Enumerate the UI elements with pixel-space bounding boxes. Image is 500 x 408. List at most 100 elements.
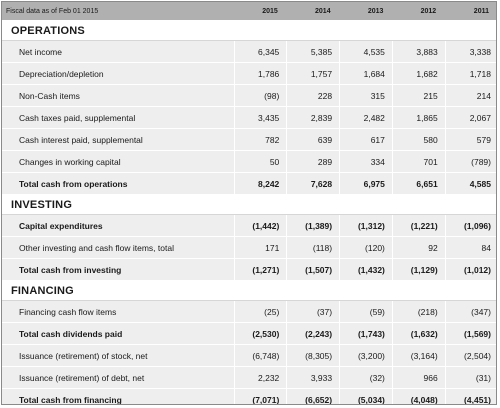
row-value: (3,200) bbox=[339, 344, 393, 367]
year-header: 2013 bbox=[339, 2, 393, 21]
row-value: 1,757 bbox=[286, 62, 340, 85]
row-value: 2,839 bbox=[286, 106, 340, 129]
row-value: (59) bbox=[339, 300, 393, 323]
row-value: 2,067 bbox=[444, 106, 496, 129]
year-header: 2015 bbox=[234, 2, 287, 21]
row-value: (2,530) bbox=[233, 322, 287, 345]
row-value: 334 bbox=[339, 150, 393, 173]
section-header-financing: FINANCING bbox=[2, 280, 496, 301]
row-value: (98) bbox=[233, 84, 287, 107]
table-row: Total cash from investing (1,271) (1,507) (… bbox=[2, 258, 496, 281]
row-value: 8,242 bbox=[233, 172, 287, 195]
row-value: 1,718 bbox=[444, 62, 496, 85]
row-value: (3,164) bbox=[391, 344, 446, 367]
row-value: 2,482 bbox=[339, 106, 393, 129]
year-header: 2012 bbox=[392, 2, 446, 21]
cash-flow-table: Fiscal data as of Feb 01 2015 2015 2014 … bbox=[2, 2, 496, 404]
row-value: 171 bbox=[233, 236, 287, 259]
row-label: Capital expenditures bbox=[2, 214, 234, 237]
row-value: (32) bbox=[339, 366, 393, 389]
row-value: (1,569) bbox=[444, 322, 496, 345]
row-value: (2,504) bbox=[444, 344, 496, 367]
row-value: 3,933 bbox=[286, 366, 340, 389]
year-header: 2011 bbox=[445, 2, 496, 21]
row-value: 1,865 bbox=[391, 106, 446, 129]
row-value: 214 bbox=[444, 84, 496, 107]
row-value: (1,632) bbox=[391, 322, 446, 345]
row-value: 6,345 bbox=[233, 40, 287, 63]
row-value: (25) bbox=[233, 300, 287, 323]
row-value: (7,071) bbox=[233, 388, 287, 404]
row-label: Other investing and cash flow items, tot… bbox=[2, 236, 234, 259]
table-row: Net income 6,345 5,385 4,535 3,883 3,338 bbox=[2, 40, 496, 63]
table-row: Financing cash flow items (25) (37) (59) (21… bbox=[2, 300, 496, 323]
row-value: (118) bbox=[286, 236, 340, 259]
row-label: Cash interest paid, supplemental bbox=[2, 128, 234, 151]
row-value: 617 bbox=[339, 128, 393, 151]
row-value: (1,389) bbox=[286, 214, 340, 237]
row-value: 215 bbox=[391, 84, 446, 107]
row-value: 6,975 bbox=[339, 172, 393, 195]
table-row: Total cash from operations 8,242 7,628 6,97… bbox=[2, 172, 496, 195]
row-label: Issuance (retirement) of stock, net bbox=[2, 344, 234, 367]
year-header: 2014 bbox=[286, 2, 340, 21]
row-value: 579 bbox=[444, 128, 496, 151]
row-value: (1,271) bbox=[233, 258, 287, 281]
table-row: Issuance (retirement) of stock, net (6,74… bbox=[2, 344, 496, 367]
table-row: Total cash dividends paid (2,530) (2,243) (… bbox=[2, 322, 496, 345]
row-value: 701 bbox=[391, 150, 446, 173]
row-value: 228 bbox=[286, 84, 340, 107]
row-value: (4,451) bbox=[444, 388, 496, 404]
table-row: Issuance (retirement) of debt, net 2,232 3… bbox=[2, 366, 496, 389]
row-label: Net income bbox=[2, 40, 234, 63]
row-value: (789) bbox=[444, 150, 496, 173]
row-label: Total cash dividends paid bbox=[2, 322, 234, 345]
row-value: 639 bbox=[286, 128, 340, 151]
section-title: INVESTING bbox=[2, 194, 496, 215]
row-value: (6,652) bbox=[286, 388, 340, 404]
row-value: (1,012) bbox=[444, 258, 496, 281]
section-header-investing: INVESTING bbox=[2, 194, 496, 215]
row-value: 4,535 bbox=[339, 40, 393, 63]
row-value: 580 bbox=[391, 128, 446, 151]
row-value: 1,684 bbox=[339, 62, 393, 85]
row-value: 3,883 bbox=[391, 40, 446, 63]
row-value: (6,748) bbox=[233, 344, 287, 367]
table-row: Non-Cash items (98) 228 315 215 214 bbox=[2, 84, 496, 107]
row-value: (1,442) bbox=[233, 214, 287, 237]
row-value: (4,048) bbox=[391, 388, 446, 404]
row-value: 289 bbox=[286, 150, 340, 173]
section-title: OPERATIONS bbox=[2, 20, 496, 41]
row-value: 3,435 bbox=[233, 106, 287, 129]
row-value: 3,338 bbox=[444, 40, 496, 63]
row-value: (31) bbox=[444, 366, 496, 389]
row-value: (1,507) bbox=[286, 258, 340, 281]
row-value: (1,312) bbox=[339, 214, 393, 237]
row-value: 92 bbox=[391, 236, 446, 259]
row-value: (8,305) bbox=[286, 344, 340, 367]
row-value: 315 bbox=[339, 84, 393, 107]
table-row: Capital expenditures (1,442) (1,389) (1,312… bbox=[2, 214, 496, 237]
table-row: Cash taxes paid, supplemental 3,435 2,839 2… bbox=[2, 106, 496, 129]
table-row: Other investing and cash flow items, tot… bbox=[2, 236, 496, 259]
row-value: (5,034) bbox=[339, 388, 393, 404]
row-label: Total cash from operations bbox=[2, 172, 234, 195]
row-label: Issuance (retirement) of debt, net bbox=[2, 366, 234, 389]
row-label: Cash taxes paid, supplemental bbox=[2, 106, 234, 129]
row-value: 50 bbox=[233, 150, 287, 173]
row-value: 84 bbox=[444, 236, 496, 259]
row-value: 1,786 bbox=[233, 62, 287, 85]
row-label: Changes in working capital bbox=[2, 150, 234, 173]
row-value: (347) bbox=[444, 300, 496, 323]
row-label: Non-Cash items bbox=[2, 84, 234, 107]
row-label: Total cash from investing bbox=[2, 258, 234, 281]
row-value: 7,628 bbox=[286, 172, 340, 195]
row-value: (1,221) bbox=[391, 214, 446, 237]
table-row: Cash interest paid, supplemental 782 639 61… bbox=[2, 128, 496, 151]
row-value: (2,243) bbox=[286, 322, 340, 345]
row-value: 4,585 bbox=[444, 172, 496, 195]
row-value: (1,129) bbox=[391, 258, 446, 281]
row-value: 2,232 bbox=[233, 366, 287, 389]
row-label: Financing cash flow items bbox=[2, 300, 234, 323]
